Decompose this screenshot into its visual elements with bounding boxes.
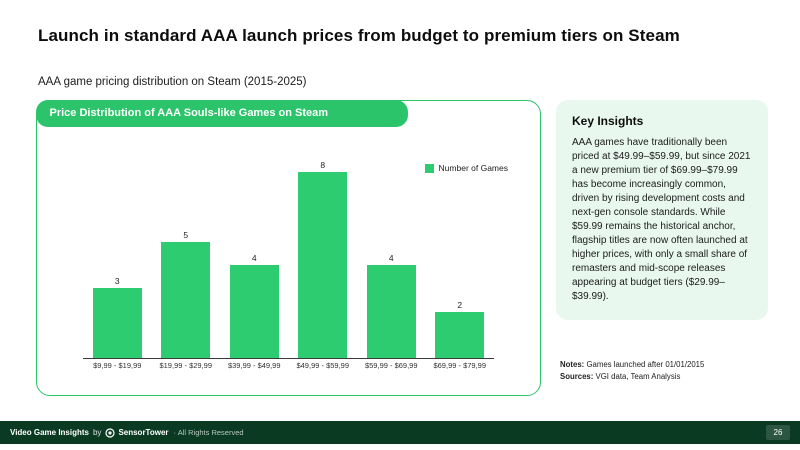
chart-legend: Number of Games xyxy=(424,163,508,173)
bar-value-label: 4 xyxy=(388,253,394,263)
x-axis-label: $39,99 - $49,99 xyxy=(227,361,281,370)
bar-column: 4 xyxy=(220,253,289,358)
footer-logo-name: SensorTower xyxy=(118,428,169,437)
x-axis-label: $9,99 - $19,99 xyxy=(93,361,142,370)
bar-column: 2 xyxy=(426,299,495,358)
chart-title: Price Distribution of AAA Souls-like Gam… xyxy=(49,107,329,119)
bar-column: 5 xyxy=(152,230,221,358)
legend-swatch xyxy=(424,163,434,173)
key-insights-body: AAA games have traditionally been priced… xyxy=(572,137,754,302)
bar-value-label: 3 xyxy=(114,276,120,287)
bar-value-label: 5 xyxy=(183,229,189,240)
chart-header-ribbon: Price Distribution of AAA Souls-like Gam… xyxy=(35,99,408,127)
bar xyxy=(161,241,211,358)
x-axis-label: $59,99 - $69,99 xyxy=(364,361,418,370)
notes-text: Games launched after 01/01/2015 xyxy=(586,360,705,369)
footer-bar: Video Game Insights by SensorTower · All… xyxy=(0,421,800,444)
sensortower-logo-icon xyxy=(105,427,116,438)
x-axis-label: $19,99 - $29,99 xyxy=(159,361,213,370)
notes-block: Notes: Games launched after 01/01/2015 S… xyxy=(560,359,704,382)
sources-label: Sources: xyxy=(560,371,594,381)
page-number: 26 xyxy=(766,425,790,440)
x-axis-label: $49,99 - $59,99 xyxy=(296,361,350,370)
notes-line: Notes: Games launched after 01/01/2015 xyxy=(560,359,704,371)
footer-brand: Video Game Insights xyxy=(10,428,89,437)
bar-column: 3 xyxy=(83,276,152,358)
page-title: Launch in standard AAA launch prices fro… xyxy=(38,26,680,45)
footer-rights: · All Rights Reserved xyxy=(173,428,244,437)
bar xyxy=(435,311,485,358)
bar-value-label: 8 xyxy=(320,160,326,170)
bar-value-label: 2 xyxy=(457,299,463,310)
bar-value-label: 4 xyxy=(251,253,257,263)
bar-column: 8 xyxy=(289,160,358,358)
legend-label: Number of Games xyxy=(438,163,508,173)
sources-text: VGI data, Team Analysis xyxy=(595,371,681,381)
notes-label: Notes: xyxy=(560,360,585,369)
page-subtitle: AAA game pricing distribution on Steam (… xyxy=(38,76,307,88)
bar-column: 4 xyxy=(357,253,426,358)
sources-line: Sources: VGI data, Team Analysis xyxy=(560,371,704,383)
chart-card: Price Distribution of AAA Souls-like Gam… xyxy=(35,99,541,396)
bar-plot: 3 5 4 8 4 2 xyxy=(83,155,494,359)
key-insights-panel: Key Insights AAA games have traditionall… xyxy=(556,100,768,320)
bar xyxy=(366,265,416,358)
bar xyxy=(229,265,279,358)
bar xyxy=(298,172,348,358)
x-axis-label: $69,99 - $79,99 xyxy=(433,361,487,370)
footer-by: by xyxy=(92,428,102,437)
key-insights-title: Key Insights xyxy=(572,114,644,128)
bar xyxy=(92,288,142,358)
x-axis-labels: $9,99 - $19,99 $19,99 - $29,99 $39,99 - $4… xyxy=(83,361,494,370)
